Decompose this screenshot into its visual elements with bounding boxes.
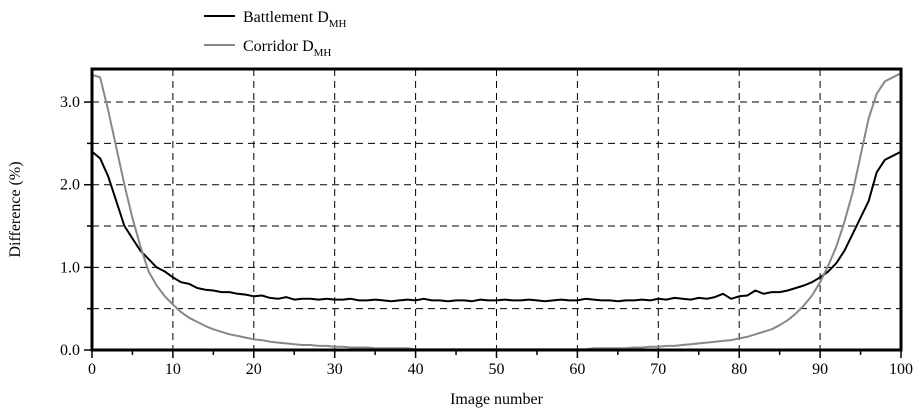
x-tick-label: 70 bbox=[650, 361, 666, 378]
series-line-battlement bbox=[91, 150, 902, 303]
y-tick-label: 2.0 bbox=[60, 177, 80, 194]
x-tick-label: 30 bbox=[327, 361, 343, 378]
x-tick-label: 20 bbox=[246, 361, 262, 378]
axis-ticks bbox=[84, 101, 902, 358]
x-tick-label: 40 bbox=[408, 361, 424, 378]
legend: Battlement DMH Corridor DMH bbox=[204, 9, 347, 59]
y-axis-title: Difference (%) bbox=[7, 161, 24, 257]
x-axis-title: Image number bbox=[450, 391, 544, 408]
series-line-corridor bbox=[91, 72, 902, 351]
y-tick-label: 0.0 bbox=[60, 342, 80, 359]
x-tick-label: 50 bbox=[489, 361, 505, 378]
x-tick-label: 80 bbox=[731, 361, 747, 378]
x-tick-label: 100 bbox=[889, 361, 913, 378]
x-tick-label: 90 bbox=[812, 361, 828, 378]
y-tick-label: 3.0 bbox=[60, 94, 80, 111]
legend-label-corridor: Corridor DMH bbox=[243, 38, 331, 59]
y-tick-label: 1.0 bbox=[60, 259, 80, 276]
tick-labels: 0 10 20 30 40 50 60 70 80 90 100 0.0 1.0 2.0 3.0 bbox=[60, 94, 913, 378]
x-tick-label: 10 bbox=[165, 361, 181, 378]
x-tick-label: 0 bbox=[88, 361, 96, 378]
legend-label-battlement: Battlement DMH bbox=[243, 9, 347, 30]
x-tick-label: 60 bbox=[569, 361, 585, 378]
grid-lines bbox=[92, 69, 901, 350]
series-lines bbox=[91, 72, 902, 351]
